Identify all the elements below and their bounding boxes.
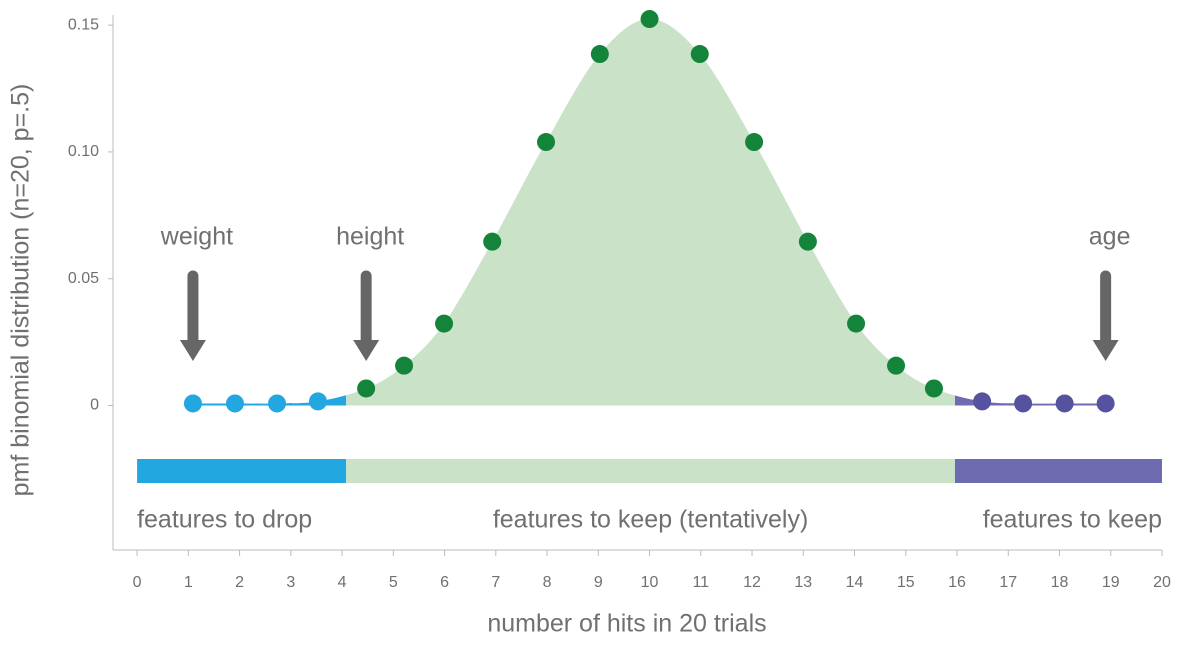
region-bar (346, 459, 955, 483)
region-bar (137, 459, 347, 483)
annotation: height (336, 223, 404, 251)
region-label: features to keep (tentatively) (493, 506, 808, 534)
x-tick-label: 15 (897, 574, 915, 591)
x-tick-label: 16 (948, 574, 966, 591)
point (183, 394, 202, 413)
y-tick-label: 0 (90, 397, 99, 414)
y-axis-label: pmf binomial distribution (n=20, p=.5) (7, 84, 35, 497)
x-tick-label: 17 (999, 574, 1017, 591)
x-tick-label: 7 (491, 574, 500, 591)
point (435, 314, 454, 333)
annotation: weight (160, 223, 233, 251)
region-label: features to drop (137, 506, 312, 534)
point (590, 45, 609, 64)
x-tick-label: 5 (389, 574, 398, 591)
y-tick-label: 0.10 (68, 143, 99, 160)
point (745, 133, 764, 152)
area (192, 19, 1106, 406)
x-tick-label: 13 (794, 574, 812, 591)
x-tick-label: 0 (133, 574, 142, 591)
x-tick-label: 2 (235, 574, 244, 591)
point (225, 394, 244, 413)
point (798, 232, 817, 251)
point (640, 10, 659, 29)
point (690, 45, 709, 64)
point (483, 232, 502, 251)
annotation: age (1089, 223, 1131, 251)
x-tick-label: 20 (1153, 574, 1171, 591)
x-tick-label: 8 (543, 574, 552, 591)
arrow-head (179, 340, 206, 361)
point (1014, 394, 1033, 413)
x-tick-label: 18 (1051, 574, 1069, 591)
x-tick-label: 19 (1102, 574, 1120, 591)
point (395, 356, 414, 375)
point (924, 379, 943, 398)
point (1096, 394, 1115, 413)
point (308, 392, 327, 411)
x-tick-label: 1 (184, 574, 193, 591)
region-bar (954, 459, 1162, 483)
x-tick-label: 6 (440, 574, 449, 591)
point (973, 392, 992, 411)
x-tick-label: 14 (846, 574, 864, 591)
point (537, 133, 556, 152)
x-tick-label: 3 (286, 574, 295, 591)
y-tick-label: 0.05 (68, 270, 99, 287)
point (1055, 394, 1074, 413)
point (357, 379, 376, 398)
arrow-head (353, 340, 380, 361)
arrow-head (1092, 340, 1119, 361)
point (267, 394, 286, 413)
x-tick-label: 4 (338, 574, 347, 591)
x-axis-label: number of hits in 20 trials (487, 610, 766, 638)
x-tick-label: 12 (743, 574, 761, 591)
region-label: features to keep (983, 506, 1162, 534)
point (847, 314, 866, 333)
x-tick-label: 11 (692, 574, 709, 591)
y-tick-label: 0.15 (68, 16, 99, 33)
point (887, 356, 906, 375)
x-tick-label: 9 (594, 574, 603, 591)
x-tick-label: 10 (641, 574, 659, 591)
